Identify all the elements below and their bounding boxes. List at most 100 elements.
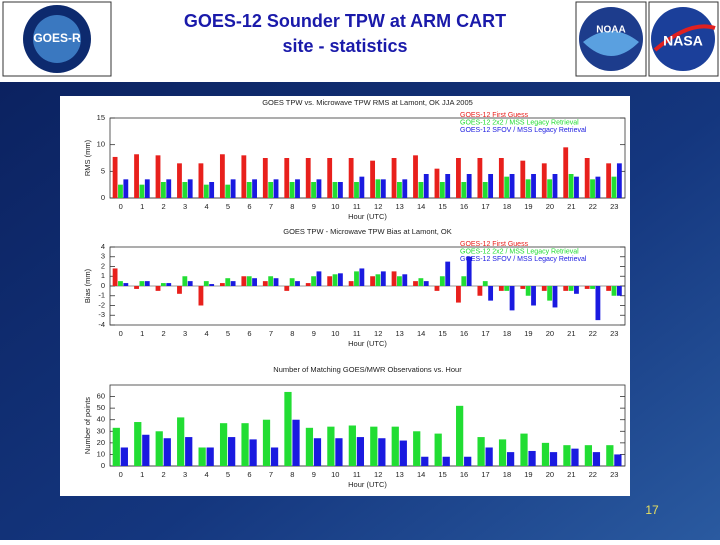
x-axis-label: Hour (UTC) (348, 480, 387, 489)
bar (198, 286, 204, 306)
x-tick-label: 0 (119, 202, 123, 211)
bar (375, 274, 381, 286)
x-tick-label: 13 (396, 470, 404, 479)
bar (509, 286, 515, 311)
x-tick-label: 23 (610, 470, 618, 479)
x-tick-label: 2 (162, 470, 166, 479)
bar (112, 156, 118, 198)
bar (284, 286, 290, 291)
bar (391, 271, 397, 286)
bar (498, 439, 507, 466)
x-tick-label: 2 (162, 202, 166, 211)
bar (434, 286, 440, 291)
x-tick-label: 0 (119, 329, 123, 338)
bar (270, 447, 279, 466)
bar (547, 286, 553, 301)
bar (155, 286, 161, 291)
bar (520, 433, 528, 466)
y-tick-label: 50 (97, 403, 105, 412)
bar (305, 158, 311, 198)
bar (442, 456, 450, 466)
x-tick-label: 14 (417, 202, 425, 211)
bar (421, 456, 429, 466)
y-axis-label: Number of points (83, 397, 92, 454)
x-axis-label: Hour (UTC) (348, 339, 387, 348)
bar (327, 158, 333, 198)
bar (225, 184, 231, 198)
bar (155, 431, 163, 466)
bar (531, 286, 536, 306)
x-tick-label: 16 (460, 202, 468, 211)
bar (563, 286, 569, 291)
y-tick-label: -2 (98, 300, 105, 309)
bar (134, 286, 139, 289)
bar (399, 440, 407, 466)
bar (595, 286, 601, 321)
x-tick-label: 20 (546, 329, 554, 338)
bar (541, 163, 547, 198)
bar (228, 437, 236, 466)
bar (219, 154, 225, 198)
bar (461, 276, 467, 286)
chart-title: Number of Matching GOES/MWR Observations… (273, 365, 462, 374)
bar (445, 261, 451, 286)
x-tick-label: 1 (140, 470, 144, 479)
x-tick-label: 21 (567, 329, 575, 338)
x-tick-label: 8 (290, 202, 294, 211)
x-axis-label: Hour (UTC) (348, 212, 387, 221)
bar (348, 425, 356, 466)
bar (485, 447, 493, 466)
x-tick-label: 11 (353, 202, 361, 211)
bar (370, 160, 376, 198)
x-tick-label: 16 (460, 329, 468, 338)
x-tick-label: 18 (503, 470, 511, 479)
bar (209, 284, 215, 286)
bar (418, 182, 424, 198)
y-tick-label: 0 (101, 193, 105, 202)
bar (252, 278, 257, 286)
bar (206, 447, 214, 466)
bar (488, 174, 494, 198)
x-tick-label: 10 (331, 329, 339, 338)
bar (273, 179, 279, 198)
x-tick-label: 19 (524, 470, 532, 479)
bar (209, 182, 215, 198)
bar (134, 154, 139, 198)
bar (413, 281, 418, 286)
bar (584, 158, 590, 198)
x-tick-label: 3 (183, 470, 187, 479)
x-tick-label: 0 (119, 470, 123, 479)
bar (198, 447, 206, 466)
bar (563, 445, 571, 466)
legend-entry: GOES-12 SFOV / MSS Legacy Retrieval (460, 127, 587, 134)
x-tick-label: 8 (290, 470, 294, 479)
y-tick-label: 5 (101, 166, 105, 175)
bar (413, 155, 418, 198)
bar (423, 281, 429, 286)
x-tick-label: 2 (162, 329, 166, 338)
x-tick-label: 1 (140, 202, 144, 211)
bar (574, 286, 579, 294)
bar (337, 273, 343, 286)
bar (549, 452, 558, 466)
x-tick-label: 17 (481, 202, 489, 211)
bar (112, 427, 120, 466)
x-tick-label: 5 (226, 470, 230, 479)
bar (391, 158, 397, 198)
bar (284, 391, 292, 466)
x-tick-label: 13 (396, 329, 404, 338)
x-tick-label: 12 (374, 202, 382, 211)
bar (370, 276, 376, 286)
y-tick-label: 20 (97, 438, 105, 447)
y-tick-label: 2 (101, 261, 105, 270)
bar (356, 437, 365, 466)
bar (568, 286, 574, 291)
x-tick-label: 6 (247, 329, 251, 338)
x-tick-label: 4 (204, 329, 208, 338)
x-tick-label: 3 (183, 329, 187, 338)
bar (434, 433, 442, 466)
bar (466, 256, 472, 286)
y-tick-label: -1 (98, 291, 105, 300)
bar (477, 437, 485, 466)
x-tick-label: 18 (503, 202, 511, 211)
